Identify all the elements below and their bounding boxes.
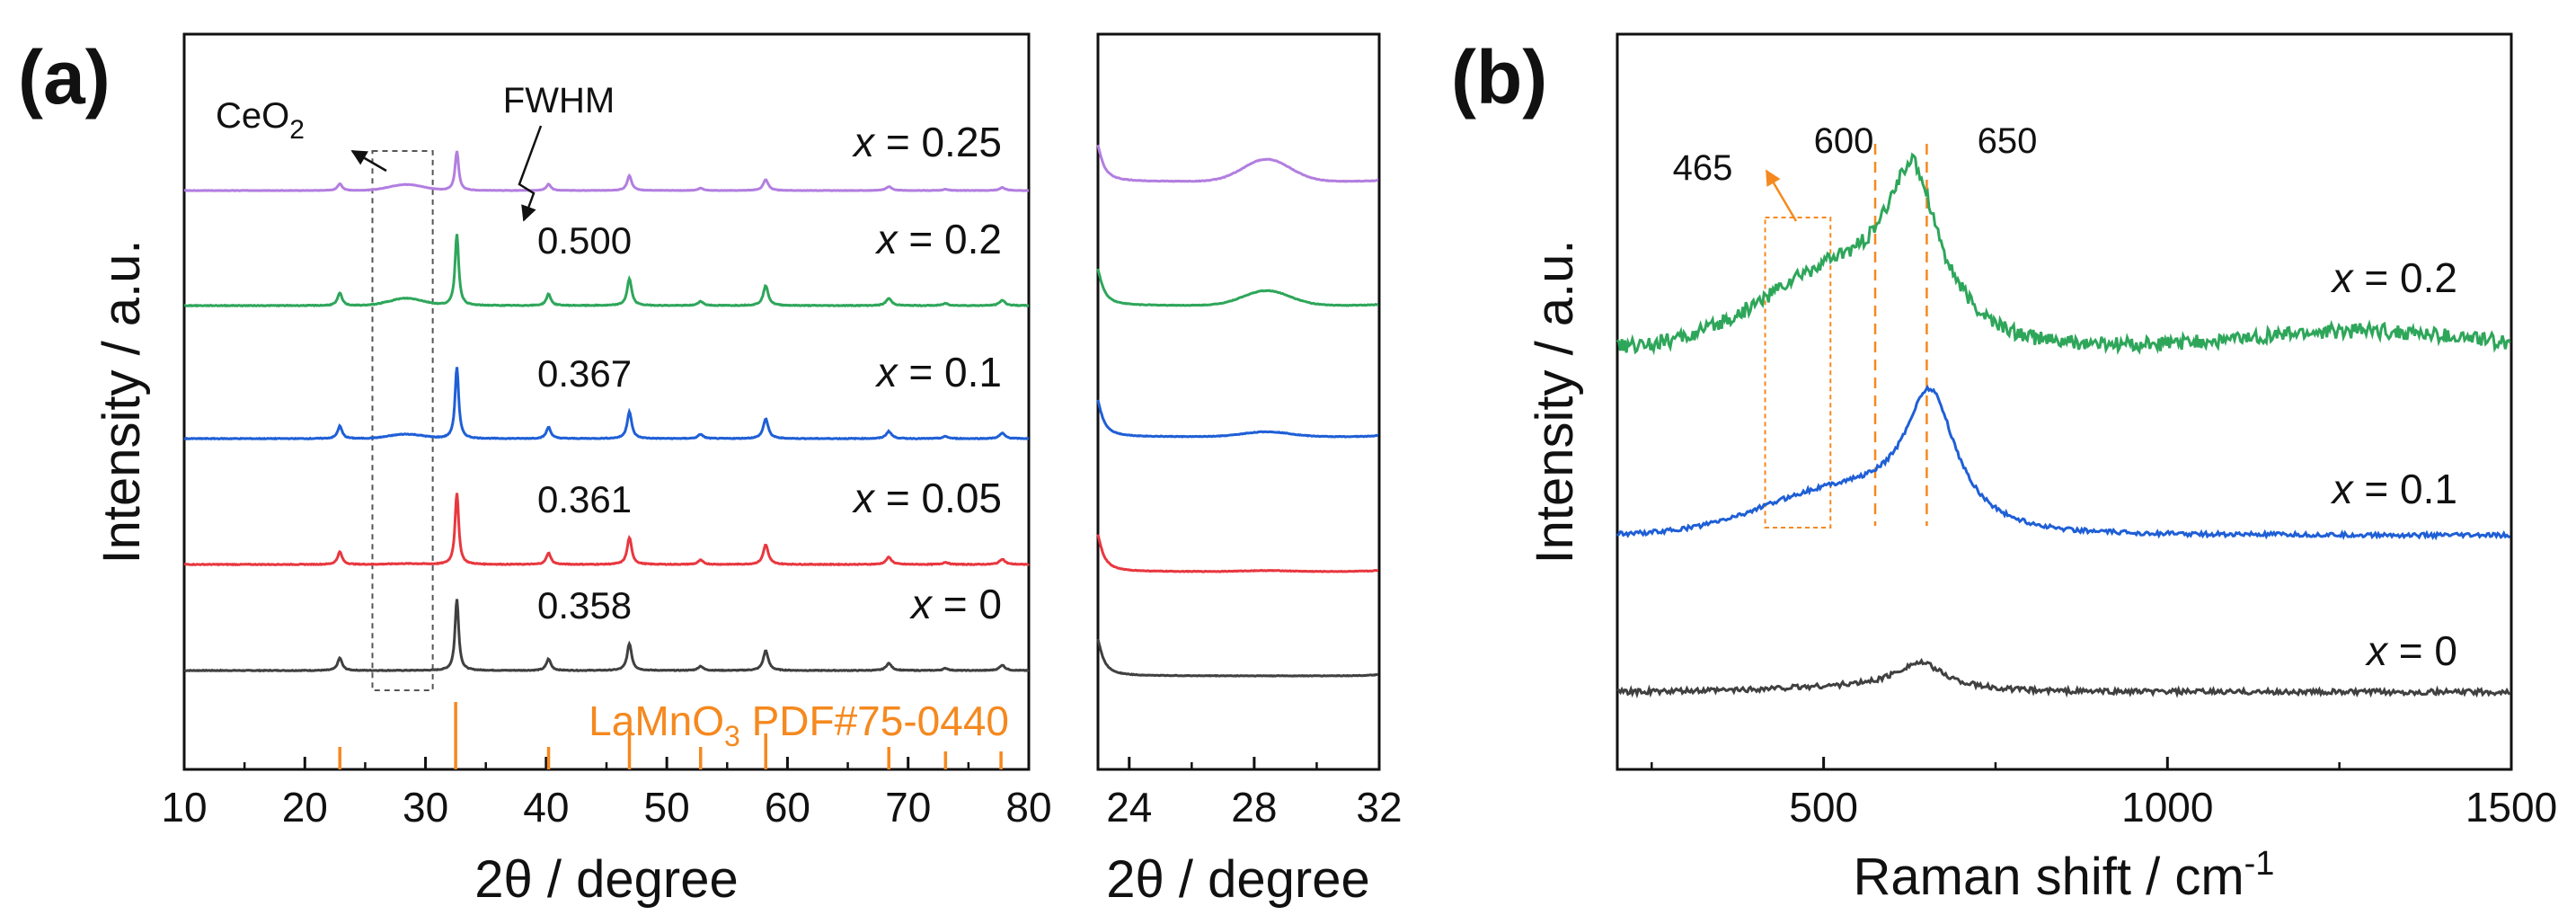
inset-x-ticks: 24 28 32 [1106,757,1403,831]
reference-label-main: LaMnO [589,697,724,744]
series-label: x = 0.2 [2331,254,2457,301]
series-label-value: = 0.25 [874,119,1002,165]
ceo2-arrow [350,149,387,173]
panel-a-xrd-plot: (a) 10 20 30 40 50 60 70 80 x = 0 0.358 x = 0.05 0… [18,32,1052,909]
x-tick-label: 30 [403,784,448,831]
raman-curve [1616,152,2511,356]
reference-label-sub: 3 [724,720,740,752]
inset-frame [1096,32,1381,771]
inset-curve [1096,144,1379,183]
series-label: x = 0.05 [852,475,1002,521]
band-650-label: 650 [1978,121,2038,161]
ceo2-label-main: CeO [216,96,289,136]
series-label-var: x [2331,466,2355,512]
panel-b-series: x = 0x = 0.1x = 0.2 [1616,152,2511,699]
x-tick-label: 50 [644,784,690,831]
x-tick-label: 1500 [2465,784,2557,831]
panel-a-series: x = 0 0.358 x = 0.05 0.361 x = 0.1 0.367 x = 0… [183,119,1030,673]
fwhm-arrow [518,125,543,222]
series-label: x = 0 [2365,627,2457,674]
raman-curve [1616,384,2510,541]
series-label: x = 0 [909,581,1002,627]
series-label-value: = 0 [2387,627,2457,674]
band-465-box [1764,217,1832,529]
band-465-arrow [1765,169,1798,222]
x-tick-label: 80 [1005,784,1051,831]
series-label: x = 0.1 [875,349,1002,395]
xrd-curve-025 [183,150,1029,192]
fwhm-value: 0.367 [537,352,632,395]
x-tick-label: 20 [282,784,328,831]
series-label: x = 0.2 [875,216,1002,262]
ceo2-dashed-box [371,150,434,691]
reference-label: LaMnO3 PDF#75-0440 [589,697,1009,752]
x-tick-label: 60 [765,784,810,831]
inset-x-axis-title: 2θ / degree [1106,850,1369,909]
series-label-var: x [875,349,899,395]
panel-a-label: (a) [18,35,111,120]
inset-curve [1096,534,1379,573]
raman-curve [1616,657,2511,699]
ceo2-label-sub: 2 [289,115,305,145]
panel-b-guides [1764,144,1928,529]
panel-b-frame [1616,32,2513,771]
series-label-var: x [875,216,899,262]
panel-b-x-axis-title: Raman shift / cm-1 [1854,845,2275,906]
x-tick-label: 40 [523,784,569,831]
series-label: x = 0.25 [852,119,1002,165]
series-label-value: = 0 [932,581,1002,627]
x-tick-label: 70 [885,784,931,831]
series-label: x = 0.1 [2331,466,2457,512]
reference-stick-lines: LaMnO3 PDF#75-0440 [338,697,1009,769]
panel-a-y-axis-title: Intensity / a.u. [93,239,151,564]
inset-curve [1096,399,1379,439]
ceo2-box-rect [371,150,434,691]
series-label-value: = 0.1 [898,349,1002,395]
fwhm-value: 0.358 [537,584,632,626]
series-label-value: = 0.2 [898,216,1002,262]
series-label-value: = 0.1 [2353,466,2457,512]
series-label-var: x [909,581,934,627]
series-label-value: = 0.2 [2353,254,2457,301]
series-label-var: x [2331,254,2355,301]
ceo2-label: CeO2 [216,96,305,145]
xrd-curve-0 [183,599,1030,673]
series-label-var: x [852,119,876,165]
fwhm-title: FWHM [503,81,615,120]
series-label-value: = 0.05 [874,475,1002,521]
band-465-label: 465 [1673,148,1733,188]
x-tick-label: 32 [1356,784,1402,831]
xrd-curve-01 [183,367,1029,441]
reference-label-rest: PDF#75-0440 [740,697,1009,744]
x-tick-label: 24 [1106,784,1152,831]
panel-b-label: (b) [1451,35,1547,120]
xrd-curve-02 [183,234,1030,308]
panel-a-inset-plot: 24 28 32 2θ / degree [1096,32,1403,909]
inset-curve [1096,638,1379,678]
band-600-label: 600 [1814,121,1874,161]
panel-a-x-axis-title: 2θ / degree [474,850,738,909]
inset-series [1096,144,1379,678]
fwhm-value: 0.500 [537,219,632,262]
panel-b-x-ticks: 500 1000 1500 [1651,757,2557,831]
x-tick-label: 500 [1789,784,1858,831]
x-tick-label: 28 [1231,784,1277,831]
panel-a-x-ticks: 10 20 30 40 50 60 70 80 [161,757,1052,831]
panel-b-raman-plot: (b) 500 1000 1500 x = 0x = 0.1x = 0.2 4656… [1451,32,2557,906]
panel-a-annotations: CeO2 FWHM [216,81,615,222]
inset-curve [1096,268,1379,307]
xrd-curve-005 [183,493,1030,567]
series-label-var: x [852,475,876,521]
fwhm-value: 0.361 [537,478,632,520]
x-tick-label: 10 [161,784,207,831]
series-label-var: x [2365,627,2389,674]
panel-b-y-axis-title: Intensity / a.u. [1526,239,1584,564]
panel-b-annotations: 465 600 650 [1673,121,2038,222]
x-tick-label: 1000 [2121,784,2213,831]
